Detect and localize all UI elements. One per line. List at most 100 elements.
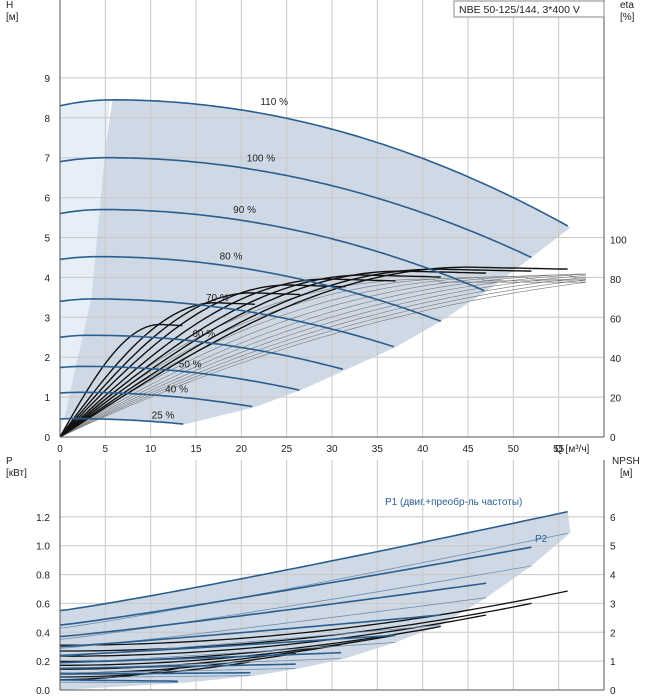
efficiency-thin-line: [59, 274, 586, 438]
p1-curve: [60, 671, 251, 675]
efficiency-thin-line: [59, 279, 586, 438]
npsh-tick-label: 0: [610, 686, 616, 697]
speed-label: 90 %: [233, 205, 256, 216]
efficiency-curves: [59, 266, 568, 438]
p1-curve: [59, 582, 487, 638]
eta-axis-title: eta: [620, 0, 634, 11]
speed-label: 40 %: [165, 385, 188, 396]
speed-label: 25 %: [152, 410, 175, 421]
low-flow-area-fill: [60, 99, 110, 438]
power-curves: [59, 510, 568, 684]
head-curve: [59, 156, 532, 259]
p1-curve: [59, 546, 532, 626]
head-axis-title: H: [6, 0, 13, 11]
head-tick-label: 9: [44, 74, 50, 85]
npsh-tick-label: 4: [610, 571, 616, 582]
power-tick-label: 0.2: [36, 657, 50, 668]
npsh-tick-label: 1: [610, 657, 616, 668]
efficiency-thin-line: [59, 282, 586, 438]
flow-tick-label: 25: [281, 444, 293, 455]
speed-labels: 110 % 100 % 90 % 80 % 70 % 60 % 50 % 40 % 25 %: [152, 97, 289, 421]
flow-tick-label: 30: [326, 444, 338, 455]
power-axes: 0.0 0.2 0.4 0.6 0.8 1.0 1.2 0 1 2 3 4 5 6 P[кВт] NPSH[м…: [6, 456, 640, 697]
power-tick-label: 0.4: [36, 628, 50, 639]
flow-axis-title: Q [м³/ч]: [555, 444, 590, 455]
speed-label: 80 %: [220, 252, 243, 263]
p2-curve: [59, 565, 532, 640]
p1-curve: [59, 679, 178, 683]
head-curve: [59, 298, 394, 348]
npsh-tick-label: 6: [610, 513, 616, 524]
head-axis-unit: [м]: [6, 12, 19, 23]
p1-curve: [59, 634, 396, 657]
p2-curve: [59, 532, 568, 629]
power-grid: [59, 460, 605, 691]
npsh-tick-label: 2: [610, 628, 616, 639]
head-curve: [59, 391, 253, 408]
speed-label: 50 %: [179, 360, 202, 371]
power-tick-label: 0.6: [36, 599, 50, 610]
title-box: [453, 0, 605, 18]
efficiency-thin-line: [59, 275, 586, 438]
thin-efficiency-lines: [59, 273, 586, 438]
p1-curve: [59, 663, 296, 670]
efficiency-curve: [59, 274, 441, 438]
eta-tick-label: 40: [610, 354, 622, 365]
efficiency-thin-line: [59, 273, 586, 438]
power-tick-label: 1.2: [36, 513, 50, 524]
npsh-curve: [60, 602, 532, 652]
head-curve: [59, 365, 300, 391]
p2-series-label: P2: [535, 534, 548, 545]
npsh-tick-label: 3: [610, 599, 616, 610]
power-tick-label: 0.8: [36, 571, 50, 582]
flow-tick-label: 45: [462, 444, 474, 455]
head-tick-label: 7: [44, 154, 50, 165]
power-range-area: [60, 511, 571, 690]
flow-tick-label: 0: [57, 444, 63, 455]
operating-area-fill: [60, 99, 571, 438]
efficiency-thin-line: [59, 276, 586, 438]
eta-tick-label: 20: [610, 394, 622, 405]
flow-tick-label: 10: [145, 444, 157, 455]
efficiency-curve: [59, 301, 255, 438]
head-curve: [59, 98, 569, 227]
flow-tick-label: 15: [190, 444, 202, 455]
flow-tick-label: 55: [553, 444, 565, 455]
head-tick-label: 4: [44, 273, 50, 284]
flow-tick-label: 35: [372, 444, 384, 455]
npsh-curve: [60, 643, 342, 670]
operating-range-area: [60, 99, 571, 438]
power-tick-label: 1.0: [36, 542, 50, 553]
power-axis-unit: [кВт]: [6, 468, 27, 479]
efficiency-curve: [59, 268, 532, 438]
efficiency-curve: [59, 284, 346, 438]
speed-label: 110 %: [260, 97, 288, 108]
eta-tick-label: 100: [610, 236, 627, 247]
efficiency-thin-line: [59, 273, 586, 438]
efficiency-curve: [59, 323, 183, 438]
efficiency-curve: [59, 278, 396, 438]
power-tick-label: 0.0: [36, 686, 50, 697]
p2-curve: [59, 642, 396, 664]
head-tick-label: 2: [44, 353, 50, 364]
npsh-tick-label: 5: [610, 542, 616, 553]
head-curve: [59, 334, 344, 370]
flow-tick-label: 20: [236, 444, 248, 455]
npsh-axis-title: NPSH: [612, 456, 640, 467]
head-panel: 110 % 100 % 90 % 80 % 70 % 60 % 50 % 40 % 25 % 0…: [6, 0, 635, 455]
power-axis-title: P: [6, 456, 13, 467]
head-tick-label: 1: [44, 393, 50, 404]
p1-curve: [59, 510, 568, 612]
eta-tick-label: 0: [610, 433, 616, 444]
eta-tick-label: 80: [610, 275, 622, 286]
head-tick-label: 6: [44, 194, 50, 205]
power-panel: 0.0 0.2 0.4 0.6 0.8 1.0 1.2 0 1 2 3 4 5 6 P[кВт] NPSH[м…: [6, 456, 640, 697]
p1-curve: [59, 614, 441, 648]
efficiency-curve: [59, 292, 301, 438]
efficiency-curve: [59, 270, 487, 438]
p1-series-label: P1 (двиг.+преобр-ль частоты): [385, 496, 522, 508]
efficiency-curve: [59, 266, 568, 438]
chart-title: NBE 50-125/144, 3*400 V: [459, 4, 580, 16]
